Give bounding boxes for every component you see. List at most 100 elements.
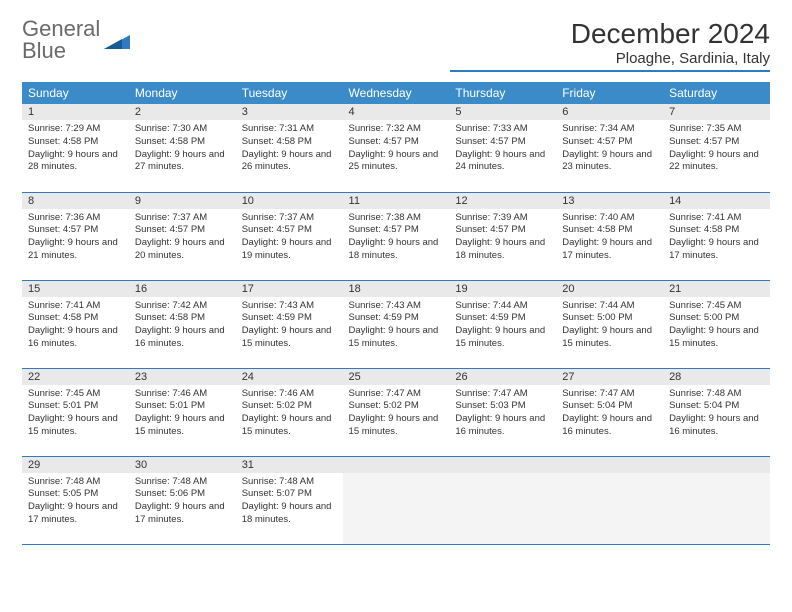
calendar-day-cell: 23Sunrise: 7:46 AMSunset: 5:01 PMDayligh… (129, 368, 236, 456)
calendar-day-cell: 27Sunrise: 7:47 AMSunset: 5:04 PMDayligh… (556, 368, 663, 456)
day-details: Sunrise: 7:41 AMSunset: 4:58 PMDaylight:… (22, 297, 129, 355)
day-details: Sunrise: 7:38 AMSunset: 4:57 PMDaylight:… (343, 209, 450, 267)
calendar-day-cell: 4Sunrise: 7:32 AMSunset: 4:57 PMDaylight… (343, 104, 450, 192)
day-number: 3 (236, 104, 343, 120)
day-details: Sunrise: 7:37 AMSunset: 4:57 PMDaylight:… (129, 209, 236, 267)
logo-line1: General (22, 18, 100, 40)
day-details: Sunrise: 7:42 AMSunset: 4:58 PMDaylight:… (129, 297, 236, 355)
weekday-header: Monday (129, 82, 236, 104)
calendar-week-row: 22Sunrise: 7:45 AMSunset: 5:01 PMDayligh… (22, 368, 770, 456)
day-details: Sunrise: 7:34 AMSunset: 4:57 PMDaylight:… (556, 120, 663, 178)
location: Ploaghe, Sardinia, Italy (450, 50, 770, 72)
logo-line2: Blue (22, 40, 100, 62)
day-number: 6 (556, 104, 663, 120)
day-number: 2 (129, 104, 236, 120)
weekday-header: Thursday (449, 82, 556, 104)
calendar-day-cell: 30Sunrise: 7:48 AMSunset: 5:06 PMDayligh… (129, 456, 236, 544)
calendar-day-cell (663, 456, 770, 544)
day-number: 26 (449, 369, 556, 385)
day-details: Sunrise: 7:48 AMSunset: 5:07 PMDaylight:… (236, 473, 343, 531)
calendar-day-cell: 29Sunrise: 7:48 AMSunset: 5:05 PMDayligh… (22, 456, 129, 544)
calendar-day-cell: 2Sunrise: 7:30 AMSunset: 4:58 PMDaylight… (129, 104, 236, 192)
calendar-day-cell: 25Sunrise: 7:47 AMSunset: 5:02 PMDayligh… (343, 368, 450, 456)
calendar-day-cell: 3Sunrise: 7:31 AMSunset: 4:58 PMDaylight… (236, 104, 343, 192)
day-number: 9 (129, 193, 236, 209)
calendar-day-cell: 10Sunrise: 7:37 AMSunset: 4:57 PMDayligh… (236, 192, 343, 280)
calendar-body: 1Sunrise: 7:29 AMSunset: 4:58 PMDaylight… (22, 104, 770, 544)
logo-triangle-icon (104, 31, 130, 49)
day-number-empty (556, 457, 663, 473)
day-number: 1 (22, 104, 129, 120)
day-number: 19 (449, 281, 556, 297)
weekday-header: Tuesday (236, 82, 343, 104)
day-number: 5 (449, 104, 556, 120)
day-details: Sunrise: 7:30 AMSunset: 4:58 PMDaylight:… (129, 120, 236, 178)
day-details: Sunrise: 7:31 AMSunset: 4:58 PMDaylight:… (236, 120, 343, 178)
calendar-day-cell: 6Sunrise: 7:34 AMSunset: 4:57 PMDaylight… (556, 104, 663, 192)
weekday-header: Friday (556, 82, 663, 104)
calendar-day-cell (343, 456, 450, 544)
calendar-day-cell: 5Sunrise: 7:33 AMSunset: 4:57 PMDaylight… (449, 104, 556, 192)
calendar-day-cell: 17Sunrise: 7:43 AMSunset: 4:59 PMDayligh… (236, 280, 343, 368)
day-number: 30 (129, 457, 236, 473)
day-number-empty (663, 457, 770, 473)
calendar-day-cell: 8Sunrise: 7:36 AMSunset: 4:57 PMDaylight… (22, 192, 129, 280)
header: General Blue December 2024 Ploaghe, Sard… (22, 18, 770, 72)
day-number: 12 (449, 193, 556, 209)
day-number: 31 (236, 457, 343, 473)
day-details: Sunrise: 7:47 AMSunset: 5:03 PMDaylight:… (449, 385, 556, 443)
calendar-day-cell: 11Sunrise: 7:38 AMSunset: 4:57 PMDayligh… (343, 192, 450, 280)
calendar-day-cell: 7Sunrise: 7:35 AMSunset: 4:57 PMDaylight… (663, 104, 770, 192)
calendar-week-row: 15Sunrise: 7:41 AMSunset: 4:58 PMDayligh… (22, 280, 770, 368)
day-number: 14 (663, 193, 770, 209)
day-details: Sunrise: 7:48 AMSunset: 5:06 PMDaylight:… (129, 473, 236, 531)
day-details: Sunrise: 7:47 AMSunset: 5:02 PMDaylight:… (343, 385, 450, 443)
day-details: Sunrise: 7:44 AMSunset: 4:59 PMDaylight:… (449, 297, 556, 355)
day-number: 18 (343, 281, 450, 297)
calendar-week-row: 29Sunrise: 7:48 AMSunset: 5:05 PMDayligh… (22, 456, 770, 544)
day-number-empty (343, 457, 450, 473)
calendar-day-cell: 31Sunrise: 7:48 AMSunset: 5:07 PMDayligh… (236, 456, 343, 544)
calendar-day-cell: 14Sunrise: 7:41 AMSunset: 4:58 PMDayligh… (663, 192, 770, 280)
day-number: 25 (343, 369, 450, 385)
day-number: 17 (236, 281, 343, 297)
day-number: 20 (556, 281, 663, 297)
calendar-day-cell: 16Sunrise: 7:42 AMSunset: 4:58 PMDayligh… (129, 280, 236, 368)
logo: General Blue (22, 18, 130, 62)
calendar-day-cell: 19Sunrise: 7:44 AMSunset: 4:59 PMDayligh… (449, 280, 556, 368)
weekday-header: Saturday (663, 82, 770, 104)
day-number: 22 (22, 369, 129, 385)
weekday-header: Sunday (22, 82, 129, 104)
day-details: Sunrise: 7:37 AMSunset: 4:57 PMDaylight:… (236, 209, 343, 267)
day-number: 13 (556, 193, 663, 209)
day-number: 27 (556, 369, 663, 385)
calendar-week-row: 1Sunrise: 7:29 AMSunset: 4:58 PMDaylight… (22, 104, 770, 192)
calendar-day-cell: 15Sunrise: 7:41 AMSunset: 4:58 PMDayligh… (22, 280, 129, 368)
day-details: Sunrise: 7:45 AMSunset: 5:01 PMDaylight:… (22, 385, 129, 443)
day-details: Sunrise: 7:44 AMSunset: 5:00 PMDaylight:… (556, 297, 663, 355)
calendar-day-cell: 24Sunrise: 7:46 AMSunset: 5:02 PMDayligh… (236, 368, 343, 456)
title-block: December 2024 Ploaghe, Sardinia, Italy (450, 18, 770, 72)
calendar-day-cell: 9Sunrise: 7:37 AMSunset: 4:57 PMDaylight… (129, 192, 236, 280)
day-details: Sunrise: 7:45 AMSunset: 5:00 PMDaylight:… (663, 297, 770, 355)
calendar-day-cell: 28Sunrise: 7:48 AMSunset: 5:04 PMDayligh… (663, 368, 770, 456)
day-details: Sunrise: 7:48 AMSunset: 5:04 PMDaylight:… (663, 385, 770, 443)
day-number: 23 (129, 369, 236, 385)
calendar-day-cell: 1Sunrise: 7:29 AMSunset: 4:58 PMDaylight… (22, 104, 129, 192)
day-details: Sunrise: 7:32 AMSunset: 4:57 PMDaylight:… (343, 120, 450, 178)
day-number: 15 (22, 281, 129, 297)
day-number: 4 (343, 104, 450, 120)
day-number: 29 (22, 457, 129, 473)
calendar-day-cell: 22Sunrise: 7:45 AMSunset: 5:01 PMDayligh… (22, 368, 129, 456)
calendar-week-row: 8Sunrise: 7:36 AMSunset: 4:57 PMDaylight… (22, 192, 770, 280)
day-number: 24 (236, 369, 343, 385)
calendar-day-cell (449, 456, 556, 544)
day-number: 28 (663, 369, 770, 385)
calendar-day-cell: 20Sunrise: 7:44 AMSunset: 5:00 PMDayligh… (556, 280, 663, 368)
calendar-day-cell: 13Sunrise: 7:40 AMSunset: 4:58 PMDayligh… (556, 192, 663, 280)
day-number: 10 (236, 193, 343, 209)
day-number: 7 (663, 104, 770, 120)
day-details: Sunrise: 7:43 AMSunset: 4:59 PMDaylight:… (236, 297, 343, 355)
day-number-empty (449, 457, 556, 473)
day-details: Sunrise: 7:46 AMSunset: 5:02 PMDaylight:… (236, 385, 343, 443)
